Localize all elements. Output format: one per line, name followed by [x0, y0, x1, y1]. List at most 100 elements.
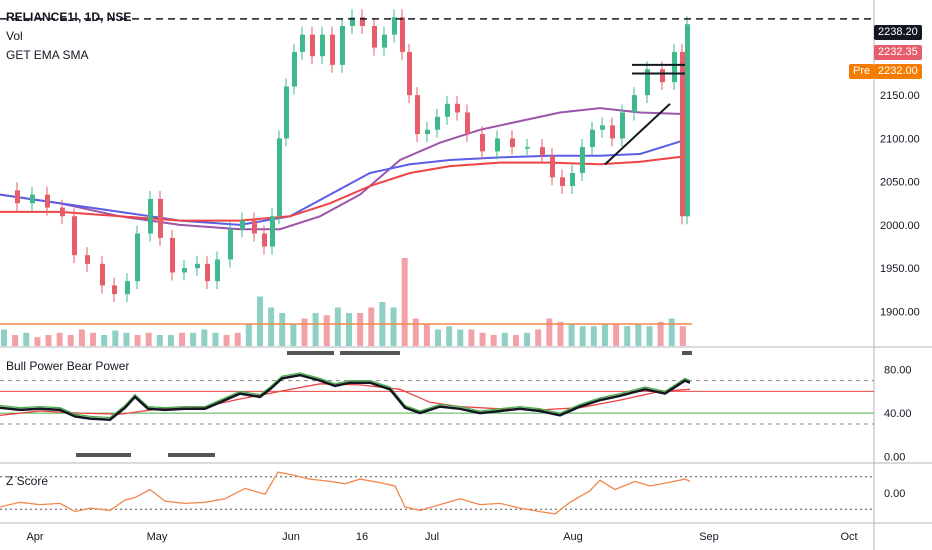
candle-body	[600, 125, 605, 130]
candle-body	[465, 112, 470, 135]
candle-body	[680, 51, 685, 217]
candle-body	[510, 138, 515, 148]
candle-body	[320, 34, 325, 57]
candle-body	[350, 17, 355, 26]
candle-body	[360, 17, 365, 26]
volume-bar	[301, 318, 308, 346]
candle-body	[228, 229, 233, 260]
candle-body	[495, 138, 500, 152]
candle-body	[195, 263, 200, 269]
osc-y-tick-label: 40.00	[884, 408, 912, 420]
volume-bar	[579, 326, 586, 346]
volume-bar	[646, 326, 653, 346]
volume-bar	[323, 315, 330, 346]
volume-bar	[134, 335, 141, 346]
candle-body	[284, 86, 289, 139]
candle-body	[435, 116, 440, 130]
candle-body	[300, 34, 305, 52]
candle-body	[620, 112, 625, 139]
volume-bar	[679, 326, 686, 346]
last-price-tag: 2238.20	[874, 25, 922, 40]
signal-bar	[76, 453, 131, 457]
candle-body	[182, 268, 187, 273]
pre-value-tag: 2232.00	[874, 64, 922, 79]
candle-body	[392, 17, 397, 35]
volume-bar	[245, 324, 252, 346]
volume-legend[interactable]: Vol	[6, 29, 23, 43]
candle-body	[252, 220, 257, 234]
volume-bar	[590, 326, 597, 346]
volume-bar	[457, 329, 464, 346]
osc-y-tick-label: 80.00	[884, 365, 912, 377]
volume-bar	[34, 337, 41, 346]
volume-bar	[535, 329, 542, 346]
osc-y-tick-label: 0.00	[884, 452, 905, 464]
candle-body	[645, 69, 650, 96]
osc-legend[interactable]: Bull Power Bear Power	[6, 359, 130, 373]
signal-bar	[287, 351, 334, 355]
candle-body	[262, 233, 267, 247]
volume-bar	[346, 313, 352, 346]
volume-bar	[334, 307, 341, 346]
volume-bar	[12, 335, 19, 346]
volume-bar	[112, 330, 119, 346]
volume-bar	[167, 335, 174, 346]
x-tick-label: Sep	[699, 531, 719, 543]
candle-body	[310, 34, 315, 57]
signal-bar	[340, 351, 400, 355]
osc-green-line	[0, 372, 691, 419]
current-price-tag: 2232.35	[874, 45, 922, 60]
osc-signal-line	[0, 383, 691, 416]
candle-body	[660, 69, 665, 83]
x-tick-label: Oct	[840, 531, 857, 543]
signal-bar	[682, 351, 692, 355]
candle-body	[100, 263, 105, 286]
candle-body	[445, 103, 450, 117]
volume-bar	[268, 307, 275, 346]
candle-body	[610, 125, 615, 139]
candle-body	[215, 259, 220, 282]
volume-bar	[546, 318, 553, 346]
candle-body	[72, 216, 77, 256]
volume-bar	[657, 321, 664, 346]
candle-body	[560, 177, 565, 186]
candle-body	[425, 129, 430, 135]
candle-body	[400, 17, 405, 52]
volume-bar	[1, 329, 7, 346]
volume-bar	[390, 307, 397, 346]
candle-body	[112, 285, 117, 295]
z-score-line	[0, 471, 691, 515]
volume-bar	[613, 324, 620, 346]
x-tick-label: Jun	[282, 531, 300, 543]
x-tick-label: May	[147, 531, 168, 543]
candle-body	[672, 51, 677, 83]
x-tick-label: Aug	[563, 531, 583, 543]
pre-label-tag: Pre	[849, 64, 875, 79]
volume-bar	[256, 296, 263, 346]
zscore-legend[interactable]: Z Score	[6, 474, 49, 488]
candle-body	[340, 25, 345, 65]
sma-purple-line	[0, 107, 691, 231]
ma-legend[interactable]: GET EMA SMA	[6, 48, 89, 62]
candle-body	[455, 103, 460, 113]
candle-body	[480, 134, 485, 152]
volume-bar	[78, 329, 85, 346]
volume-bar	[223, 335, 230, 346]
volume-bar	[201, 329, 208, 346]
volume-bar	[423, 324, 430, 346]
candle-body	[45, 194, 50, 208]
volume-bar	[446, 326, 453, 346]
candle-body	[407, 51, 412, 96]
volume-bar	[501, 332, 508, 346]
volume-bar	[401, 258, 408, 346]
candle-body	[125, 281, 130, 295]
candle-body	[550, 155, 555, 178]
volume-bar	[668, 318, 675, 346]
volume-bar	[412, 318, 419, 346]
x-tick-label: Apr	[26, 531, 43, 543]
symbol-label[interactable]: RELIANCE1!, 1D, NSE	[6, 10, 132, 24]
volume-bar	[624, 326, 631, 346]
candle-body	[85, 255, 90, 264]
volume-bar	[601, 324, 608, 346]
